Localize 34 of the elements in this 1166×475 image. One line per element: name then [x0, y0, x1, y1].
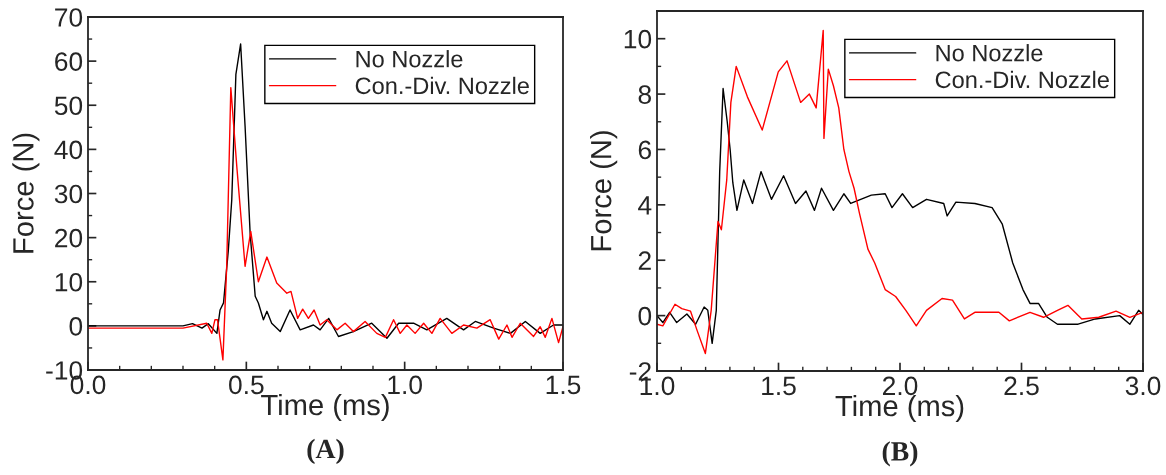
y-axis-title: Force (N): [12, 133, 40, 253]
y-tick-label: 60: [55, 52, 83, 71]
y-tick-label: 6: [638, 140, 651, 160]
y-tick-label: 10: [624, 29, 652, 49]
x-tick-label: 2.0: [882, 376, 918, 396]
y-tick-label: 10: [55, 272, 83, 292]
y-tick-label: 70: [55, 8, 83, 27]
y-axis-title: Force (N): [590, 131, 618, 251]
legend-label: No Nozzle: [356, 50, 463, 68]
line-series: [657, 87, 1143, 345]
y-tick-label: 50: [54, 96, 83, 116]
y-tick-label: 4: [638, 196, 652, 215]
y-tick-label: 40: [54, 140, 83, 160]
y-tick-label: 8: [638, 85, 651, 104]
line-series: [657, 29, 1143, 355]
x-tick-label: 1.5: [762, 376, 796, 396]
y-tick-label: 30: [54, 184, 83, 204]
y-tick-label: 0: [638, 306, 652, 326]
y-tick-label: 2: [638, 251, 651, 270]
line-series: [88, 43, 563, 339]
x-tick-label: 1.0: [388, 375, 422, 395]
x-axis-title: Time (ms): [261, 393, 389, 422]
x-tick-label: 2.5: [1004, 376, 1039, 396]
x-tick-label: 1.5: [546, 375, 581, 395]
legend-label: Con.-Div. Nozzle: [355, 76, 529, 95]
y-tick-label: 0: [69, 317, 83, 336]
y-tick-label: 20: [55, 228, 83, 248]
x-axis-title: Time (ms): [835, 394, 964, 423]
text: (B): [882, 441, 918, 467]
legend-label: Con.-Div. Nozzle: [935, 70, 1109, 89]
x-tick-label: 3.0: [1125, 376, 1161, 396]
text: (A): [307, 438, 344, 465]
legend-label: No Nozzle: [936, 44, 1043, 62]
x-tick-label: 0.5: [229, 375, 264, 395]
